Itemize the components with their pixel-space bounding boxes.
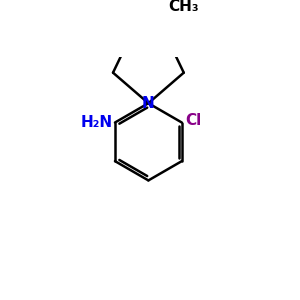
Text: N: N	[142, 96, 155, 111]
Text: Cl: Cl	[185, 113, 201, 128]
Text: H₂N: H₂N	[80, 115, 112, 130]
Text: CH₃: CH₃	[169, 0, 199, 14]
